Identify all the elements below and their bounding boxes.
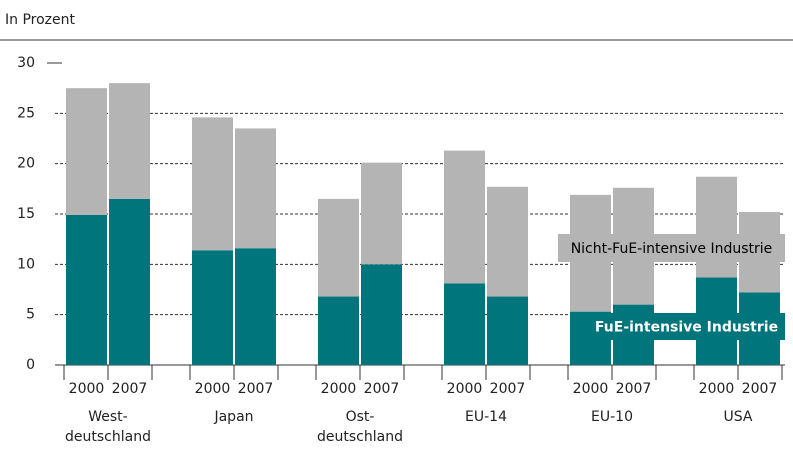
y-tick-label: 20 bbox=[17, 156, 35, 172]
bar-segment bbox=[696, 176, 737, 278]
bar-segment bbox=[318, 296, 359, 365]
y-tick-label: 30 bbox=[17, 55, 35, 71]
bar-segment bbox=[444, 283, 485, 365]
group-label: deutschland bbox=[317, 429, 403, 445]
series-label-box bbox=[588, 313, 785, 340]
group-label: deutschland bbox=[65, 429, 151, 445]
x-tick-label: 2007 bbox=[490, 381, 526, 397]
x-tick-label: 2000 bbox=[69, 381, 105, 397]
bar-segment bbox=[66, 88, 107, 216]
y-tick-label: 15 bbox=[17, 206, 35, 222]
group-label: EU-14 bbox=[465, 409, 507, 425]
bar-segment bbox=[487, 186, 528, 297]
group-label: West- bbox=[88, 409, 127, 425]
y-tick-label: 0 bbox=[26, 357, 35, 373]
x-tick-label: 2007 bbox=[742, 381, 778, 397]
bar-segment bbox=[109, 83, 150, 199]
bar-segment bbox=[487, 296, 528, 365]
bar-segment bbox=[235, 128, 276, 249]
series-label: FuE-intensive Industrie bbox=[595, 320, 778, 336]
group-label: USA bbox=[724, 409, 753, 425]
y-tick-label: 5 bbox=[26, 307, 35, 323]
y-tick-label: 10 bbox=[17, 256, 35, 272]
bar-segment bbox=[361, 162, 402, 265]
x-tick-label: 2007 bbox=[238, 381, 274, 397]
group-label: EU-10 bbox=[591, 409, 633, 425]
x-tick-label: 2007 bbox=[112, 381, 148, 397]
x-tick-label: 2000 bbox=[447, 381, 483, 397]
x-tick-label: 2000 bbox=[699, 381, 735, 397]
bar-segment bbox=[444, 150, 485, 284]
series-label-box bbox=[558, 234, 785, 262]
x-tick-label: 2000 bbox=[321, 381, 357, 397]
x-tick-label: 2007 bbox=[616, 381, 652, 397]
series-label: Nicht-FuE-intensive Industrie bbox=[571, 241, 773, 257]
bar-segment bbox=[66, 215, 107, 365]
bar-segment bbox=[318, 198, 359, 297]
x-tick-label: 2000 bbox=[195, 381, 231, 397]
bar-segment bbox=[235, 248, 276, 365]
bar-segment bbox=[192, 117, 233, 251]
x-tick-label: 2007 bbox=[364, 381, 400, 397]
group-label: Japan bbox=[213, 409, 253, 425]
bar-segment bbox=[361, 264, 402, 365]
subtitle: In Prozent bbox=[5, 12, 75, 28]
group-label: Ost- bbox=[346, 409, 375, 425]
y-tick-label: 25 bbox=[17, 105, 35, 121]
bar-segment bbox=[192, 250, 233, 365]
x-tick-label: 2000 bbox=[573, 381, 609, 397]
bar-segment bbox=[109, 198, 150, 365]
